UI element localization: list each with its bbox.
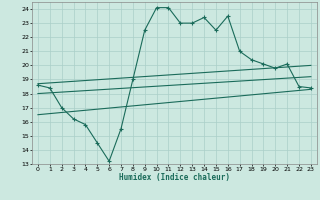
X-axis label: Humidex (Indice chaleur): Humidex (Indice chaleur) [119, 173, 230, 182]
